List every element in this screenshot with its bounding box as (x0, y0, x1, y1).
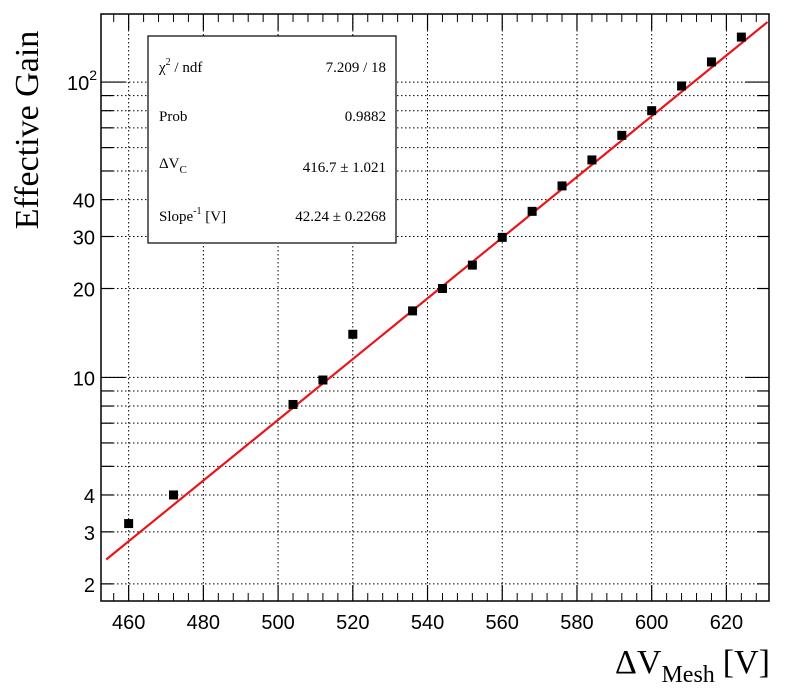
data-point (706, 57, 716, 67)
stats-box-frame (147, 35, 397, 244)
data-point (318, 375, 328, 385)
x-tick-label: 560 (486, 612, 519, 634)
stats-value-slope: 42.24 ± 0.2268 (295, 209, 386, 225)
y-tick-label: 3 (84, 523, 95, 545)
x-tick-label: 500 (261, 612, 294, 634)
fit-line (105, 21, 769, 561)
y-axis-title: Effective Gain (9, 31, 46, 230)
data-point (677, 81, 687, 91)
data-point (587, 155, 597, 165)
data-point (168, 490, 178, 500)
data-point (497, 232, 507, 242)
y-tick-label: 20 (73, 280, 95, 302)
x-tick-label: 460 (112, 612, 145, 634)
x-axis-title-main: ΔV (615, 644, 662, 681)
x-tick-label: 480 (187, 612, 220, 634)
data-point (736, 32, 746, 42)
stats-label-chi2: χ2 / ndf (158, 57, 202, 76)
stats-value-prob: 0.9882 (345, 109, 386, 125)
data-point (437, 284, 447, 294)
stats-box: χ2 / ndf 7.209 / 18 Prob 0.9882 ΔVC 416.… (147, 35, 397, 244)
stats-label-dvc: ΔVC (159, 156, 187, 176)
y-tick-label: 2 (84, 575, 95, 597)
y-tick-label: 4 (84, 486, 95, 508)
x-tick-label: 520 (336, 612, 369, 634)
grid (101, 14, 769, 601)
data-points (124, 32, 746, 529)
y-tick-label: 102 (67, 67, 97, 95)
data-point (647, 106, 657, 116)
y-tick-label: 10 (73, 368, 95, 390)
data-point (348, 329, 358, 339)
data-point (557, 181, 567, 191)
tick-labels: 460 480 500 520 540 560 580 600 620 2 3 4 10 20 30 40 10… (67, 67, 743, 634)
stats-value-chi2: 7.209 / 18 (326, 60, 386, 76)
data-point (408, 306, 418, 316)
x-tick-label: 540 (411, 612, 444, 634)
x-tick-label: 580 (560, 612, 593, 634)
fit-line-layer (105, 21, 769, 561)
plot-frame (100, 13, 770, 602)
x-tick-label: 620 (710, 612, 743, 634)
x-axis-title: ΔVMesh [V] (615, 644, 770, 688)
data-point (288, 399, 298, 409)
data-point (527, 206, 537, 216)
x-axis-title-unit: [V] (723, 644, 770, 681)
stats-value-dvc: 416.7 ± 1.021 (303, 160, 386, 176)
y-tick-label: 30 (73, 228, 95, 250)
data-point (617, 130, 627, 140)
x-tick-label: 600 (635, 612, 668, 634)
x-axis-title-sub: Mesh (661, 662, 714, 688)
data-point (467, 260, 477, 270)
stats-label-slope: Slope-1 [V] (159, 206, 226, 225)
stats-label-prob: Prob (159, 109, 187, 125)
data-point (124, 519, 134, 529)
axis-ticks (101, 14, 769, 601)
y-tick-label: 40 (73, 191, 95, 213)
